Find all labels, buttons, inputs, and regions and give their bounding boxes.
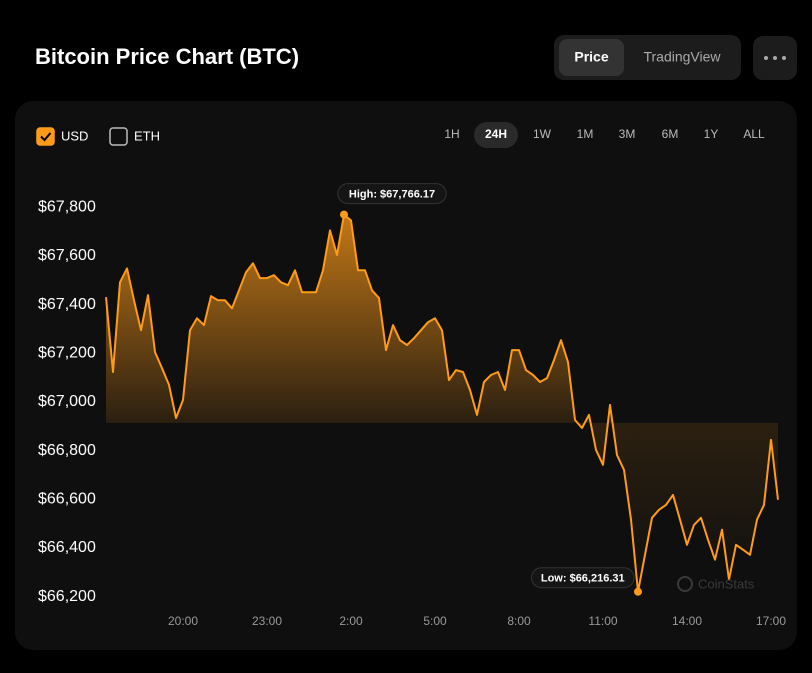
range-button[interactable]: ALL — [743, 127, 765, 141]
annotation-bg — [337, 183, 447, 205]
y-tick-label: $66,400 — [38, 539, 96, 556]
dot — [782, 56, 786, 60]
check-icon — [40, 132, 52, 142]
y-tick-label: $67,200 — [38, 345, 96, 362]
currency-label: ETH — [134, 128, 160, 143]
price-line — [105, 213, 779, 593]
watermark-text: CoinStats — [698, 576, 755, 591]
tab-active-bg — [559, 39, 624, 76]
dot — [764, 56, 768, 60]
currency-label: USD — [61, 128, 88, 143]
y-tick-label: $66,800 — [38, 442, 96, 459]
dot — [773, 56, 777, 60]
annotation-point — [340, 210, 348, 219]
price-area — [106, 214, 778, 592]
y-tick-label: $67,000 — [38, 393, 96, 410]
y-tick-label: $67,600 — [38, 247, 96, 264]
range-button[interactable]: 1H — [444, 127, 459, 141]
y-tick-label: $66,200 — [38, 588, 96, 605]
tab[interactable]: Price — [574, 49, 608, 65]
annotation-point — [634, 587, 642, 596]
x-tick-label: 17:00 — [756, 614, 786, 628]
x-tick-label: 20:00 — [168, 614, 198, 628]
checkbox[interactable] — [36, 127, 55, 146]
range-button[interactable]: 3M — [619, 127, 636, 141]
x-tick-label: 23:00 — [252, 614, 282, 628]
watermark: CoinStats — [677, 576, 755, 592]
checkbox[interactable] — [109, 127, 128, 146]
x-tick-label: 11:00 — [588, 614, 617, 628]
x-tick-label: 2:00 — [339, 614, 363, 628]
tab[interactable]: TradingView — [643, 49, 721, 65]
page-title: Bitcoin Price Chart (BTC) — [35, 44, 299, 69]
annotation-label: Low: $66,216.31 — [541, 573, 625, 585]
y-tick-label: $67,800 — [38, 199, 96, 216]
range-button[interactable]: 24H — [485, 127, 507, 141]
range-button[interactable]: 1W — [533, 127, 552, 141]
range-button[interactable]: 6M — [662, 127, 679, 141]
range-button[interactable]: 1M — [577, 127, 594, 141]
annotation-bg — [531, 567, 635, 589]
annotation-label: High: $67,766.17 — [349, 188, 435, 200]
watermark-icon — [677, 576, 693, 592]
y-tick-label: $66,600 — [38, 491, 96, 508]
x-tick-label: 5:00 — [423, 614, 447, 628]
x-tick-label: 8:00 — [507, 614, 531, 628]
range-active-bg — [474, 122, 518, 148]
x-tick-label: 14:00 — [672, 614, 702, 628]
range-button[interactable]: 1Y — [704, 127, 719, 141]
y-tick-label: $67,400 — [38, 296, 96, 313]
